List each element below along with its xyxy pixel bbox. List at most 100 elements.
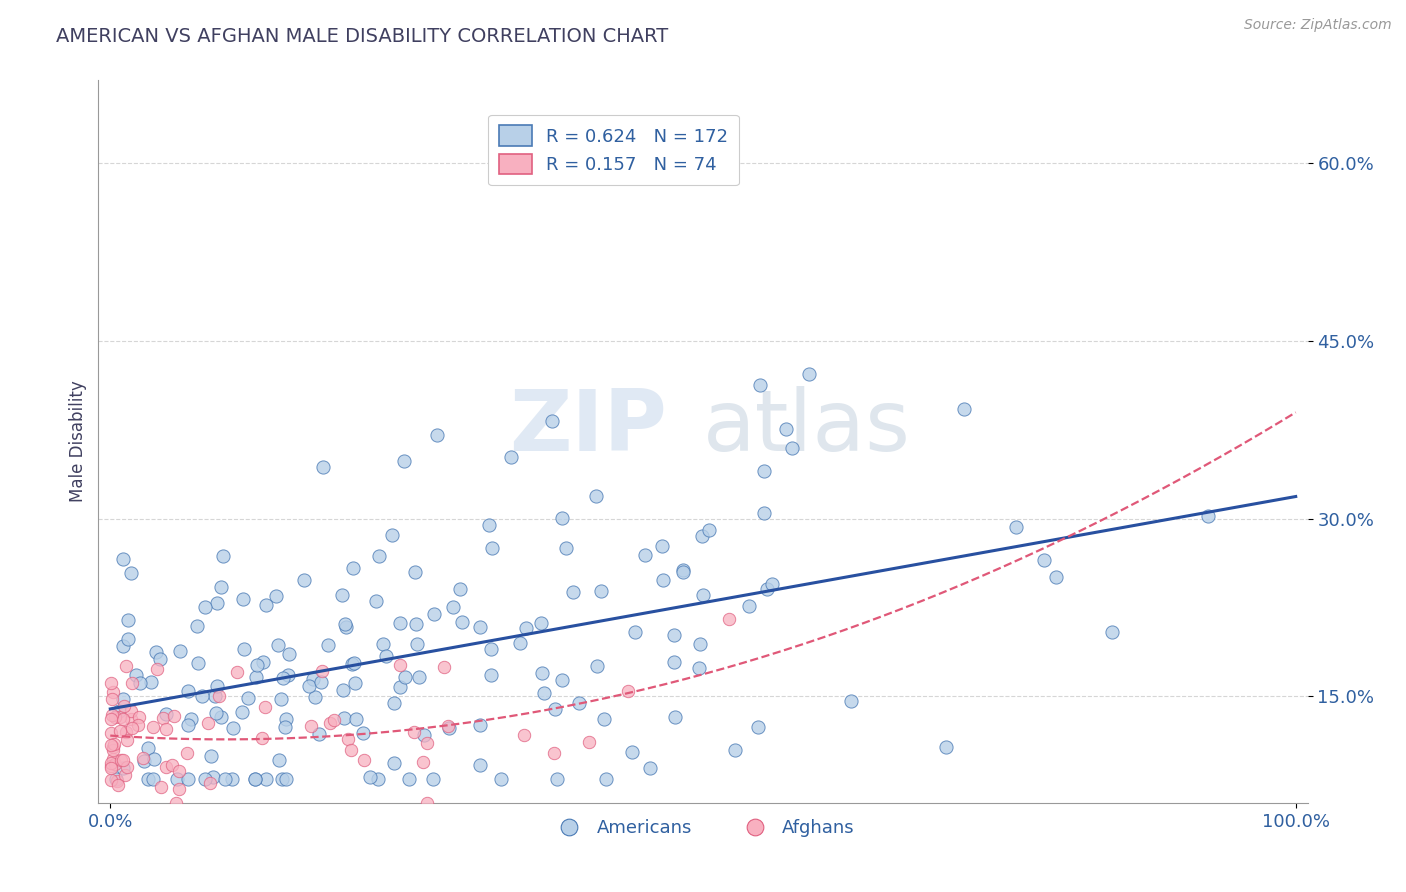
Point [747, 720, 769, 734]
Point [155, 760, 177, 774]
Point [101, 708, 124, 723]
Point [180, 712, 202, 726]
Point [689, 636, 711, 650]
Point [389, 615, 412, 630]
Point [664, 655, 686, 669]
Point [165, 796, 187, 810]
Point [177, 718, 200, 732]
Point [274, 712, 297, 726]
Point [481, 541, 503, 555]
Point [672, 565, 695, 579]
Point [277, 648, 299, 662]
Point [775, 422, 797, 436]
Point [738, 599, 761, 614]
Point [381, 528, 404, 542]
Point [371, 637, 394, 651]
Point [142, 720, 165, 734]
Point [640, 761, 662, 775]
Point [533, 686, 555, 700]
Point [336, 732, 359, 747]
Point [342, 561, 364, 575]
Point [755, 582, 778, 596]
Point [394, 670, 416, 684]
Point [302, 673, 325, 687]
Point [633, 549, 655, 563]
Point [107, 778, 129, 792]
Point [277, 667, 299, 681]
Point [202, 770, 225, 784]
Point [551, 511, 574, 525]
Point [481, 668, 503, 682]
Point [530, 616, 553, 631]
Point [671, 563, 693, 577]
Point [343, 676, 366, 690]
Point [139, 674, 162, 689]
Point [416, 796, 439, 810]
Point [592, 713, 614, 727]
Point [114, 658, 136, 673]
Point [103, 710, 125, 724]
Point [664, 710, 686, 724]
Point [382, 697, 405, 711]
Point [100, 761, 122, 775]
Point [145, 644, 167, 658]
Point [1101, 624, 1123, 639]
Point [551, 673, 574, 688]
Point [160, 757, 183, 772]
Point [111, 761, 134, 775]
Point [121, 721, 143, 735]
Point [100, 758, 122, 772]
Point [546, 772, 568, 786]
Point [513, 728, 536, 742]
Point [271, 772, 294, 786]
Point [222, 721, 245, 735]
Point [595, 772, 617, 786]
Point [232, 591, 254, 606]
Point [330, 588, 353, 602]
Point [1032, 552, 1054, 566]
Point [198, 776, 221, 790]
Point [101, 685, 124, 699]
Point [131, 751, 153, 765]
Point [145, 662, 167, 676]
Point [231, 706, 253, 720]
Point [309, 674, 332, 689]
Point [142, 772, 165, 786]
Point [1045, 570, 1067, 584]
Point [214, 772, 236, 786]
Point [236, 691, 259, 706]
Point [761, 577, 783, 591]
Point [470, 620, 492, 634]
Point [586, 659, 609, 673]
Point [717, 612, 740, 626]
Point [322, 713, 344, 727]
Point [585, 490, 607, 504]
Point [110, 724, 132, 739]
Point [100, 756, 122, 770]
Point [423, 607, 446, 621]
Point [270, 691, 292, 706]
Point [624, 625, 647, 640]
Point [479, 641, 502, 656]
Point [112, 692, 135, 706]
Point [364, 593, 387, 607]
Point [226, 665, 249, 680]
Text: atlas: atlas [703, 385, 911, 468]
Point [404, 724, 426, 739]
Point [554, 541, 576, 555]
Point [621, 745, 644, 759]
Point [103, 737, 125, 751]
Point [208, 690, 231, 704]
Point [344, 712, 367, 726]
Point [368, 549, 391, 563]
Point [254, 772, 277, 786]
Point [250, 731, 273, 745]
Point [416, 736, 439, 750]
Point [690, 529, 713, 543]
Point [543, 747, 565, 761]
Point [155, 707, 177, 722]
Point [252, 655, 274, 669]
Point [136, 741, 159, 756]
Point [105, 774, 128, 789]
Point [752, 464, 775, 478]
